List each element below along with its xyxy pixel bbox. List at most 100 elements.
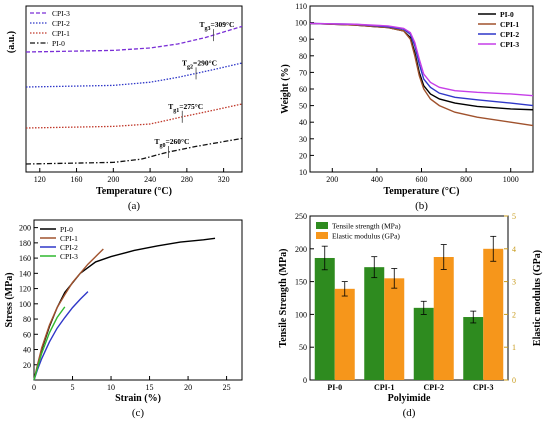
panel-a-xtick-label: 160 xyxy=(71,175,83,184)
panel-c-series-line xyxy=(33,306,66,381)
panel-c-xtick-label: 15 xyxy=(146,383,154,392)
panel-a-tg-T: T xyxy=(154,137,159,146)
panel-a-ylabel: (a.u.) xyxy=(6,31,17,53)
panel-c-ytick-label: 120 xyxy=(19,285,31,294)
panel-d-ylabel-right: Elastic modulus (GPa) xyxy=(532,250,543,346)
panel-d-bar xyxy=(433,257,454,380)
panel-d-bar xyxy=(384,278,405,380)
panel-b-legend-label: CPI-3 xyxy=(500,40,519,49)
panel-a-tg-T: T xyxy=(168,102,173,111)
panel-a-tg-annotation: Tg1=275°C xyxy=(168,102,203,114)
panel-d-ytick-label: 100 xyxy=(295,310,307,319)
panel-c-ytick-label: 60 xyxy=(23,330,31,339)
panel-b-ytick-label: 90 xyxy=(299,35,307,44)
panel-a-xtick-label: 200 xyxy=(107,175,119,184)
panel-b-ytick-label: 80 xyxy=(299,52,307,61)
panel-a-legend-label: CPI-2 xyxy=(52,19,70,28)
panel-c-legend-label: CPI-2 xyxy=(60,243,78,252)
panel-d-ytick-label: 0 xyxy=(303,376,307,385)
panel-a-series-line xyxy=(25,25,243,53)
panel-b-series-line xyxy=(309,22,534,97)
panel-b-xlabel: Temperature (°C) xyxy=(384,186,460,197)
panel-a-xtick-label: 240 xyxy=(144,175,156,184)
panel-c-series-line xyxy=(33,291,89,381)
panel-d-ytick-right-label: 2 xyxy=(512,310,516,319)
panel-d-label: (d) xyxy=(403,407,416,419)
panel-a-frame xyxy=(25,5,243,173)
panel-a-xlabel: Temperature (°C) xyxy=(96,186,172,197)
panel-d-bar xyxy=(334,288,355,380)
panel-d-ytick-right-label: 5 xyxy=(512,212,516,221)
panel-c-legend-label: PI-0 xyxy=(60,225,73,234)
panel-d-ytick-right-label: 0 xyxy=(512,376,516,385)
panel-d-ytick-right-label: 1 xyxy=(512,343,516,352)
panel-b-ytick-label: 110 xyxy=(295,2,307,11)
panel-a-tg-sub: g0 xyxy=(159,143,165,149)
panel-d-bar xyxy=(364,267,385,380)
panel-c-label: (c) xyxy=(132,407,145,419)
panel-d-legend-label: Elastic modulus (GPa) xyxy=(332,232,400,241)
panel-c-xtick-label: 5 xyxy=(71,383,75,392)
panel-c-xtick-label: 20 xyxy=(184,383,192,392)
panel-b-ytick-label: 30 xyxy=(299,135,307,144)
panel-b-ytick-label: 20 xyxy=(299,151,307,160)
panel-c-series-line xyxy=(33,248,104,381)
panel-a-tg-sub: g2 xyxy=(187,64,193,70)
panel-c-ytick-label: 80 xyxy=(23,315,31,324)
panel-a-tg-sub: g1 xyxy=(173,108,179,114)
panel-d-bar xyxy=(314,257,335,380)
panel-d-legend-label: Tensile strength (MPa) xyxy=(332,222,401,231)
panel-b-xtick-label: 1000 xyxy=(503,175,519,184)
panel-a-tg-annotation: Tg2=290°C xyxy=(182,58,217,70)
panel-d-ylabel: Tensile Strength (MPa) xyxy=(278,249,289,348)
panel-c-xtick-label: 0 xyxy=(32,383,36,392)
panel-d-bar xyxy=(413,307,434,380)
panel-d-category-label: CPI-2 xyxy=(424,383,444,392)
panel-d-category-label: CPI-1 xyxy=(374,383,394,392)
panel-a-tg-value: =275°C xyxy=(179,102,203,111)
panel-d-bar xyxy=(483,248,504,380)
panel-a-legend-label: CPI-3 xyxy=(52,9,70,18)
panel-b-ytick-label: 10 xyxy=(299,168,307,177)
panel-b-xtick-label: 200 xyxy=(326,175,338,184)
panel-a-series-line xyxy=(25,103,243,129)
panel-a-tg-value: =309°C xyxy=(211,20,235,29)
panel-a-tg-value: =260°C xyxy=(165,137,189,146)
panel-a-legend-label: CPI-1 xyxy=(52,29,70,38)
panel-a-tg-annotation: Tg0=260°C xyxy=(154,137,189,149)
panel-b-legend-label: PI-0 xyxy=(500,10,514,19)
panel-c-ytick-label: 200 xyxy=(19,224,31,233)
panel-a-tg-T: T xyxy=(182,58,187,67)
panel-b-ylabel: Weight (%) xyxy=(280,64,291,114)
panel-d-ytick-label: 50 xyxy=(299,343,307,352)
panel-d-ytick-label: 200 xyxy=(295,245,307,254)
panel-c-xlabel: Strain (%) xyxy=(115,393,161,404)
panel-b-ytick-label: 60 xyxy=(299,85,307,94)
panel-d-bar xyxy=(463,317,484,380)
panel-a-xtick-label: 280 xyxy=(181,175,193,184)
panel-b-ytick-label: 70 xyxy=(299,68,307,77)
panel-d-frame xyxy=(309,215,509,381)
panel-b-ytick-label: 50 xyxy=(299,102,307,111)
panel-b-legend-label: CPI-2 xyxy=(500,30,519,39)
panel-b-xtick-label: 800 xyxy=(460,175,472,184)
panel-c-xtick-label: 10 xyxy=(107,383,115,392)
panel-a-series-line xyxy=(25,62,243,88)
panel-a-tg-value: =290°C xyxy=(193,58,217,67)
panel-c-ytick-label: 40 xyxy=(23,346,31,355)
panel-a-series-line xyxy=(25,137,243,165)
panel-a-label: (a) xyxy=(128,200,141,212)
panel-b-legend-label: CPI-1 xyxy=(500,20,519,29)
panel-b-series-line xyxy=(309,22,534,107)
panel-a-legend-label: PI-0 xyxy=(52,39,65,48)
panel-b-ytick-label: 40 xyxy=(299,118,307,127)
panel-d-ytick-right-label: 3 xyxy=(512,278,516,287)
panel-c-ytick-label: 140 xyxy=(19,269,31,278)
panel-c-ytick-label: 160 xyxy=(19,254,31,263)
panel-c-ylabel: Stress (MPa) xyxy=(4,272,15,327)
panel-a-xtick-label: 320 xyxy=(218,175,230,184)
panel-b-xtick-label: 400 xyxy=(371,175,383,184)
panel-d-xlabel: Polyimide xyxy=(388,393,431,404)
panel-d-ytick-label: 150 xyxy=(295,278,307,287)
